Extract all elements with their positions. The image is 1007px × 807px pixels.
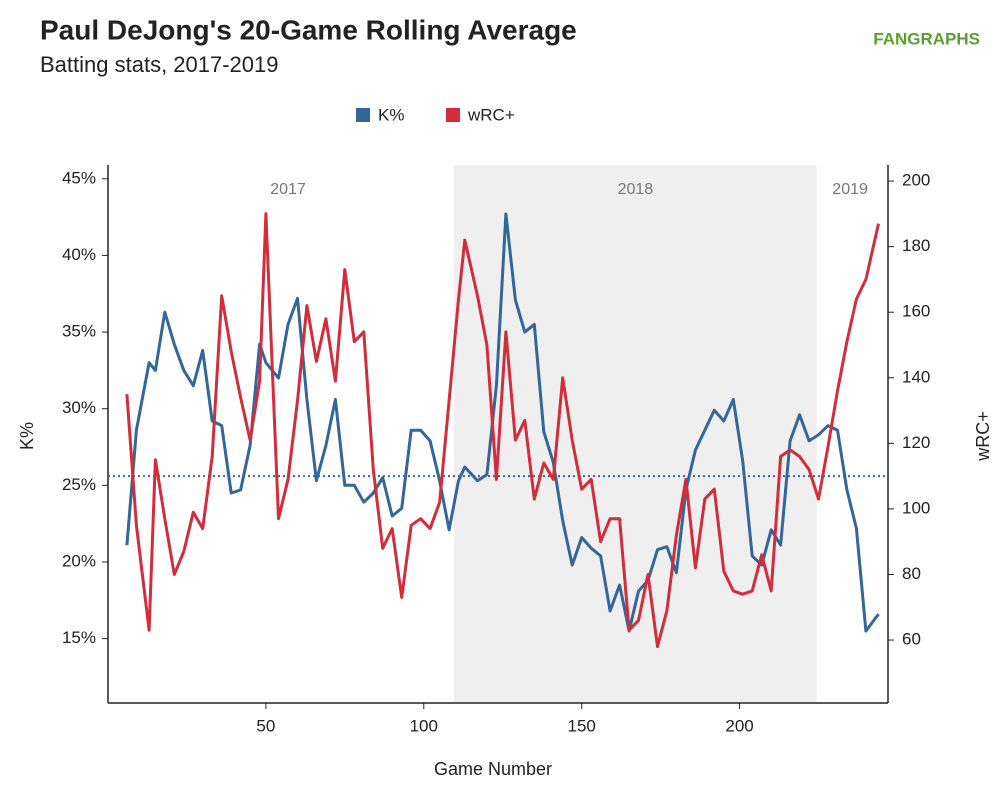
x-tick-label: 150 xyxy=(567,716,595,735)
x-tick-label: 100 xyxy=(410,716,438,735)
y2-tick-label: 200 xyxy=(902,171,930,190)
y2-tick-label: 180 xyxy=(902,236,930,255)
y-tick-label: 30% xyxy=(62,398,96,417)
legend-label: wRC+ xyxy=(467,105,515,124)
y-tick-label: 15% xyxy=(62,628,96,647)
legend-swatch xyxy=(446,108,460,122)
y2-tick-label: 80 xyxy=(902,564,921,583)
season-label: 2018 xyxy=(618,181,654,198)
brand-logo: FANGRAPHS xyxy=(873,29,980,48)
y-tick-label: 40% xyxy=(62,245,96,264)
y-tick-label: 25% xyxy=(62,475,96,494)
chart-title: Paul DeJong's 20-Game Rolling Average xyxy=(40,14,577,45)
y-tick-label: 45% xyxy=(62,168,96,187)
x-axis-title: Game Number xyxy=(434,759,552,779)
y2-tick-label: 100 xyxy=(902,498,930,517)
y-tick-label: 35% xyxy=(62,322,96,341)
series-line xyxy=(125,212,880,649)
season-label: 2017 xyxy=(270,181,306,198)
y2-tick-label: 60 xyxy=(902,630,921,649)
x-tick-label: 200 xyxy=(725,716,753,735)
y2-axis-title: wRC+ xyxy=(973,411,993,462)
legend-swatch xyxy=(356,108,370,122)
legend-label: K% xyxy=(378,105,404,124)
chart-subtitle: Batting stats, 2017-2019 xyxy=(40,52,279,77)
x-tick-label: 50 xyxy=(256,716,275,735)
season-label: 2019 xyxy=(832,181,868,198)
y-axis-title: K% xyxy=(17,422,37,450)
y2-tick-label: 120 xyxy=(902,433,930,452)
y-tick-label: 20% xyxy=(62,551,96,570)
y2-tick-label: 140 xyxy=(902,367,930,386)
y2-tick-label: 160 xyxy=(902,302,930,321)
